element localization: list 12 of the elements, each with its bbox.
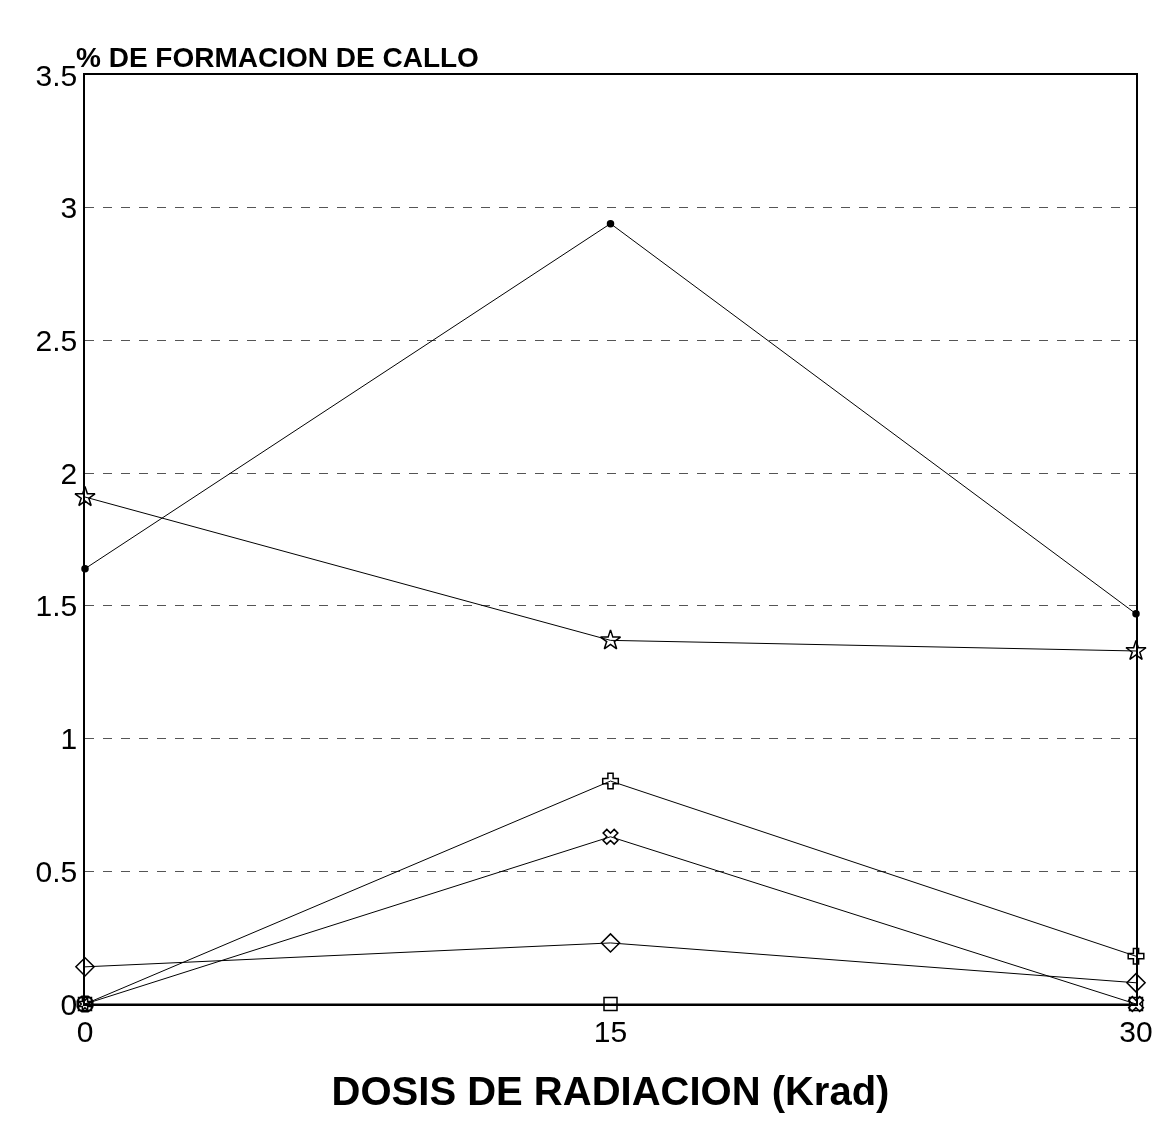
y-tick-label: 2.5 [35,323,78,357]
y-tick-label: 1 [60,722,78,756]
y-axis-title: % DE FORMACION DE CALLO [76,42,479,73]
x-tick-label: 15 [593,1014,628,1048]
y-tick-label: 3.5 [35,58,78,92]
x-tick-label: 30 [1119,1014,1153,1048]
y-tick-label: 2 [60,456,78,490]
y-tick-label: 3 [60,191,78,225]
y-tick-label: 1.5 [35,589,78,623]
x-axis-title: DOSIS DE RADIACION (Krad) [331,1068,890,1113]
y-tick-label: 0 [60,987,78,1021]
y-tick-label: 0.5 [35,854,78,888]
